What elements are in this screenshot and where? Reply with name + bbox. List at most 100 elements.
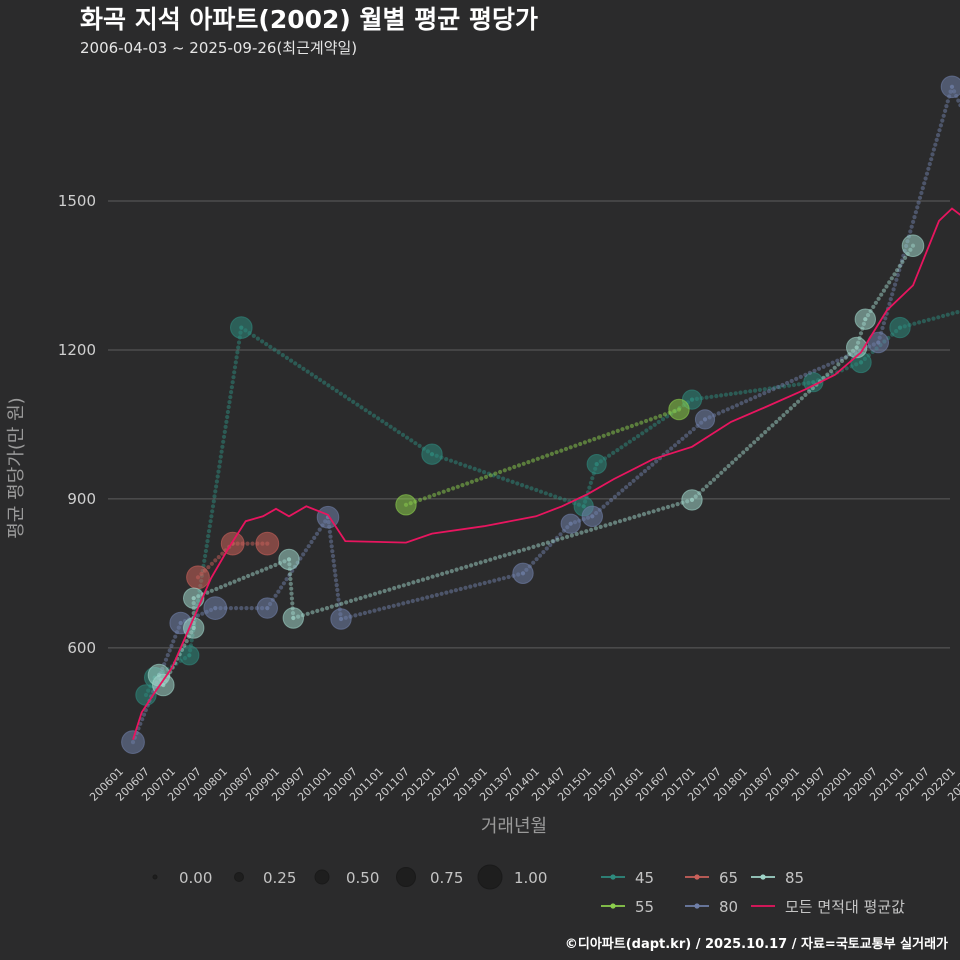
series-45-dot: [234, 355, 239, 360]
series-85-dot: [832, 365, 837, 370]
series-45-dot: [413, 441, 418, 446]
series-85-dot: [473, 561, 478, 567]
series-80-dot: [420, 596, 425, 601]
series-45-dot: [524, 484, 529, 489]
legend-key-dot: [760, 874, 766, 880]
series-80-dot: [327, 529, 332, 534]
series-80-dot: [920, 186, 925, 191]
series-85-dot: [704, 484, 709, 489]
series-65-point: [255, 531, 280, 556]
y-tick-label: 900: [67, 490, 96, 508]
series-80-dot: [396, 602, 401, 607]
series-45-dot: [477, 468, 482, 473]
series-85-dot: [584, 529, 589, 534]
series-55-dot: [460, 483, 465, 488]
series-85-dot: [579, 530, 584, 535]
series-45-dot: [553, 494, 558, 499]
series-45-dot: [376, 416, 381, 421]
series-45-dot: [590, 476, 595, 481]
series-80-dot: [332, 563, 337, 568]
series-55-point: [668, 398, 690, 421]
series-80-dot: [228, 606, 233, 611]
series-85-dot: [897, 264, 902, 269]
series-80-dot: [721, 409, 726, 414]
series-80-dot: [917, 195, 923, 200]
series-45-dot: [384, 421, 389, 426]
series-45-dot: [748, 389, 753, 394]
series-45-dot: [233, 360, 238, 365]
series-85-dot: [353, 597, 358, 602]
series-85-dot: [358, 596, 363, 601]
series-80-dot: [463, 585, 468, 590]
series-45-dot: [225, 409, 230, 415]
series-85-dot: [526, 546, 531, 551]
legend-label: 55: [635, 898, 654, 916]
series-80-dot: [881, 321, 887, 326]
series-45-dot: [719, 393, 724, 398]
series-45-dot: [210, 504, 216, 509]
series-80-dot: [883, 316, 888, 321]
series-80-dot: [631, 478, 636, 483]
series-80-dot: [249, 606, 254, 611]
series-85-dot: [227, 581, 233, 586]
series-80-dot: [335, 592, 340, 597]
series-85-dot: [315, 608, 320, 614]
series-85-dot: [733, 457, 739, 462]
series-85-dot: [507, 551, 512, 557]
series-45-dot: [392, 427, 397, 432]
series-80-dot: [766, 389, 772, 394]
series-85-dot: [569, 533, 575, 538]
series-80-dot: [167, 648, 172, 653]
series-85-dot: [259, 568, 264, 573]
series-80-dot: [309, 539, 314, 545]
series-85-dot: [288, 576, 293, 582]
series-80-dot: [930, 152, 935, 157]
series-80-point: [203, 596, 228, 620]
size-legend-label: 0.75: [430, 869, 463, 887]
series-80-dot: [771, 387, 776, 392]
series-85-dot: [785, 409, 790, 414]
series-45-dot: [917, 320, 922, 325]
series-45-point: [421, 443, 443, 465]
series-80-dot: [945, 99, 950, 104]
series-45-dot: [400, 432, 406, 437]
series-55-dot: [432, 492, 437, 498]
series-45-dot: [330, 386, 335, 391]
series-80-dot: [281, 581, 286, 586]
series-45-dot: [208, 519, 213, 524]
series-80-dot: [639, 472, 644, 477]
series-85-dot: [273, 562, 278, 568]
series-45-dot: [501, 476, 506, 481]
series-80-dot: [794, 376, 799, 381]
series-45-dot: [945, 312, 950, 317]
series-65-point: [186, 565, 210, 590]
series-45-dot: [236, 345, 241, 350]
series-45-dot: [723, 392, 729, 397]
series-55-dot: [582, 440, 588, 445]
series-80-dot: [931, 147, 937, 152]
series-85-dot: [339, 601, 344, 606]
series-55-dot: [634, 422, 639, 427]
series-85-dot: [517, 549, 522, 554]
series-55: [395, 398, 690, 516]
series-85-dot: [368, 593, 373, 598]
series-80-dot: [410, 598, 415, 604]
series-55-dot: [479, 476, 484, 481]
series-80-dot: [401, 601, 406, 606]
series-85-point: [901, 234, 925, 257]
series-85-dot: [469, 563, 474, 568]
series-80-dot: [789, 378, 794, 384]
size-legend: 0.00 0.25 0.50 0.75 1.00: [152, 864, 547, 890]
series-85-dot: [255, 570, 260, 575]
series-45-dot: [305, 369, 310, 374]
series-45-dot: [203, 548, 208, 554]
series-85-dot: [748, 443, 753, 448]
series-80-dot: [362, 610, 367, 616]
legend-key-dot: [694, 903, 700, 909]
series-45-dot: [936, 315, 941, 320]
series-80-dot: [468, 584, 473, 589]
series-85-dot: [608, 522, 613, 527]
legend-key-dot: [694, 874, 700, 880]
series-65-dot: [245, 541, 250, 546]
series-55-dot: [611, 430, 616, 435]
